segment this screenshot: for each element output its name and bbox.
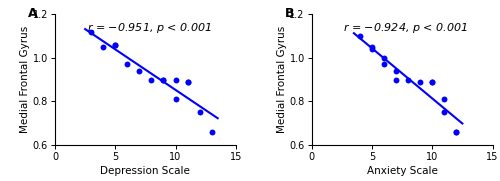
Text: $r$ = −0.951, $p$ < 0.001: $r$ = −0.951, $p$ < 0.001 [86, 21, 212, 35]
Point [404, 78, 412, 81]
X-axis label: Anxiety Scale: Anxiety Scale [366, 166, 438, 176]
Point [380, 63, 388, 66]
Point [99, 46, 107, 49]
Point [440, 111, 448, 114]
Point [368, 46, 376, 49]
Point [452, 130, 460, 133]
Point [416, 80, 424, 83]
X-axis label: Depression Scale: Depression Scale [100, 166, 190, 176]
Point [184, 80, 192, 83]
Point [392, 70, 400, 72]
Point [368, 48, 376, 51]
Point [172, 98, 179, 101]
Point [356, 35, 364, 38]
Point [208, 130, 216, 133]
Point [392, 78, 400, 81]
Point [428, 80, 436, 83]
Point [136, 70, 143, 72]
Point [148, 78, 156, 81]
Text: B: B [284, 7, 294, 20]
Point [112, 43, 120, 46]
Point [87, 30, 95, 33]
Point [452, 130, 460, 133]
Point [160, 78, 168, 81]
Point [124, 63, 132, 66]
Text: $r$ = −0.924, $p$ < 0.001: $r$ = −0.924, $p$ < 0.001 [344, 21, 468, 35]
Point [172, 78, 179, 81]
Point [184, 80, 192, 83]
Point [160, 78, 168, 81]
Point [196, 111, 203, 114]
Point [112, 43, 120, 46]
Y-axis label: Medial Frontal Gyrus: Medial Frontal Gyrus [20, 26, 30, 133]
Text: A: A [28, 7, 38, 20]
Point [380, 56, 388, 59]
Point [440, 98, 448, 101]
Y-axis label: Medial Frontal Gyrus: Medial Frontal Gyrus [276, 26, 286, 133]
Point [428, 80, 436, 83]
